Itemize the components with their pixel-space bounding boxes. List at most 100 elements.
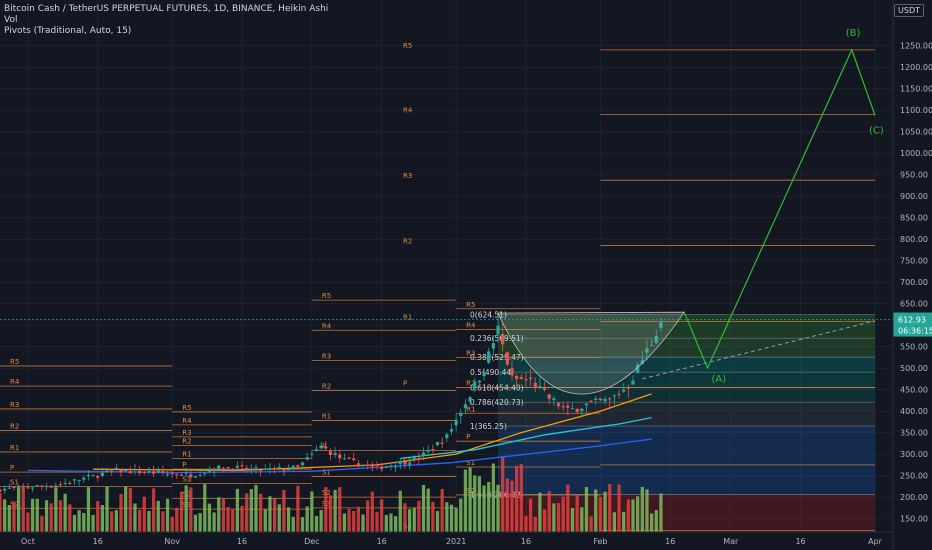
pivot-label: R1: [322, 413, 331, 421]
pivot-label: R4: [182, 417, 192, 425]
fib-level-label: 0.236(569.51): [470, 334, 524, 343]
candle-body: [193, 476, 198, 478]
fib-zone: [498, 387, 876, 403]
candle-body: [263, 468, 267, 470]
candle-body: [421, 452, 426, 456]
volume-bar: [398, 490, 402, 532]
candle-body: [338, 454, 342, 459]
pivot-label: R3: [10, 401, 19, 409]
volume-bar: [96, 501, 100, 532]
volume-bar: [584, 486, 589, 532]
volume-bar: [198, 513, 202, 532]
pivot-label: S1: [182, 475, 191, 483]
candle-body: [547, 394, 551, 399]
last-price-value: 612.93: [898, 316, 926, 325]
price-tick-label: 200.00: [900, 493, 928, 502]
volume-bar: [110, 511, 114, 532]
time-tick-label: Mar: [723, 537, 739, 546]
volume-bar: [124, 486, 128, 532]
volume-bar: [556, 503, 561, 532]
candle-body: [449, 429, 454, 432]
pivot-label: R2: [466, 379, 475, 387]
candle-body: [501, 333, 505, 345]
price-tick-label: 150.00: [900, 515, 928, 524]
volume-bar: [384, 514, 388, 532]
volume-bar: [26, 512, 30, 532]
volume-bar: [147, 510, 151, 532]
volume-bar: [575, 495, 579, 532]
pivot-label: R2: [403, 238, 412, 246]
volume-bar: [207, 503, 212, 532]
fib-level-label: 0.786(420.73): [470, 398, 524, 407]
time-tick-label: 16: [93, 537, 103, 546]
volume-bar: [212, 512, 216, 532]
volume-bar: [12, 501, 16, 532]
candle-body: [594, 398, 598, 401]
candle-body: [375, 464, 379, 466]
candle-body: [440, 442, 444, 444]
candle-body: [138, 470, 142, 474]
price-tick-label: 250.00: [900, 472, 928, 481]
candle-body: [570, 408, 575, 410]
candle-body: [505, 352, 509, 365]
candle-body: [254, 467, 258, 469]
volume-bar: [524, 516, 528, 532]
time-tick-label: Oct: [21, 537, 35, 546]
time-tick-label: 16: [521, 537, 531, 546]
candle-body: [26, 487, 30, 489]
volume-bar: [21, 487, 25, 532]
volume-bar: [645, 489, 649, 532]
pivot-label: R2: [10, 422, 19, 430]
candle-body: [259, 470, 263, 472]
volume-bar: [608, 484, 612, 532]
price-tick-label: 300.00: [900, 450, 928, 459]
candle-body: [0, 489, 2, 492]
symbol-title[interactable]: Bitcoin Cash / TetherUS PERPETUAL FUTURE…: [4, 4, 329, 14]
price-tick-label: 450.00: [900, 386, 928, 395]
candle-body: [207, 470, 212, 472]
candle-body: [217, 465, 221, 469]
volume-bar: [40, 515, 44, 532]
wave-label: (A): [711, 374, 726, 385]
volume-bar: [561, 496, 565, 532]
time-axis-bg: [0, 532, 932, 550]
time-tick-label: Feb: [593, 537, 607, 546]
currency-badge[interactable]: USDT: [894, 4, 924, 17]
volume-bar: [393, 516, 398, 532]
price-tick-label: 1100.00: [900, 106, 932, 115]
candle-body: [305, 457, 309, 460]
volume-bar: [114, 510, 118, 532]
volume-bar: [407, 509, 412, 532]
pivot-label: R3: [403, 172, 412, 180]
volume-bar: [165, 498, 170, 532]
volume-bar: [454, 507, 458, 532]
time-tick-label: Apr: [868, 537, 883, 546]
pivot-label: R5: [10, 358, 19, 366]
pivots-indicator-label[interactable]: Pivots (Traditional, Auto, 15): [4, 26, 132, 36]
volume-bar: [189, 487, 193, 532]
last-price-tag-bg: [893, 312, 932, 337]
volume-bar: [361, 514, 365, 532]
volume-bar: [314, 516, 319, 532]
volume-bar: [403, 503, 407, 532]
volume-bar: [3, 499, 7, 532]
candle-body: [631, 380, 635, 385]
pivot-label: S2: [403, 523, 412, 531]
candle-body: [133, 469, 137, 471]
volume-bar: [594, 489, 598, 532]
candle-body: [398, 460, 402, 465]
volume-indicator-label[interactable]: Vol: [4, 15, 18, 25]
price-tick-label: 550.00: [900, 343, 928, 352]
volume-bar: [347, 508, 351, 532]
candle-body: [72, 479, 77, 481]
volume-bar: [333, 489, 337, 532]
volume-bar: [310, 491, 314, 532]
candle-body: [552, 398, 556, 401]
candle-body: [189, 474, 193, 478]
candle-body: [249, 468, 253, 470]
candle-body: [389, 465, 393, 467]
candle-body: [333, 452, 337, 455]
volume-bar: [82, 512, 86, 532]
